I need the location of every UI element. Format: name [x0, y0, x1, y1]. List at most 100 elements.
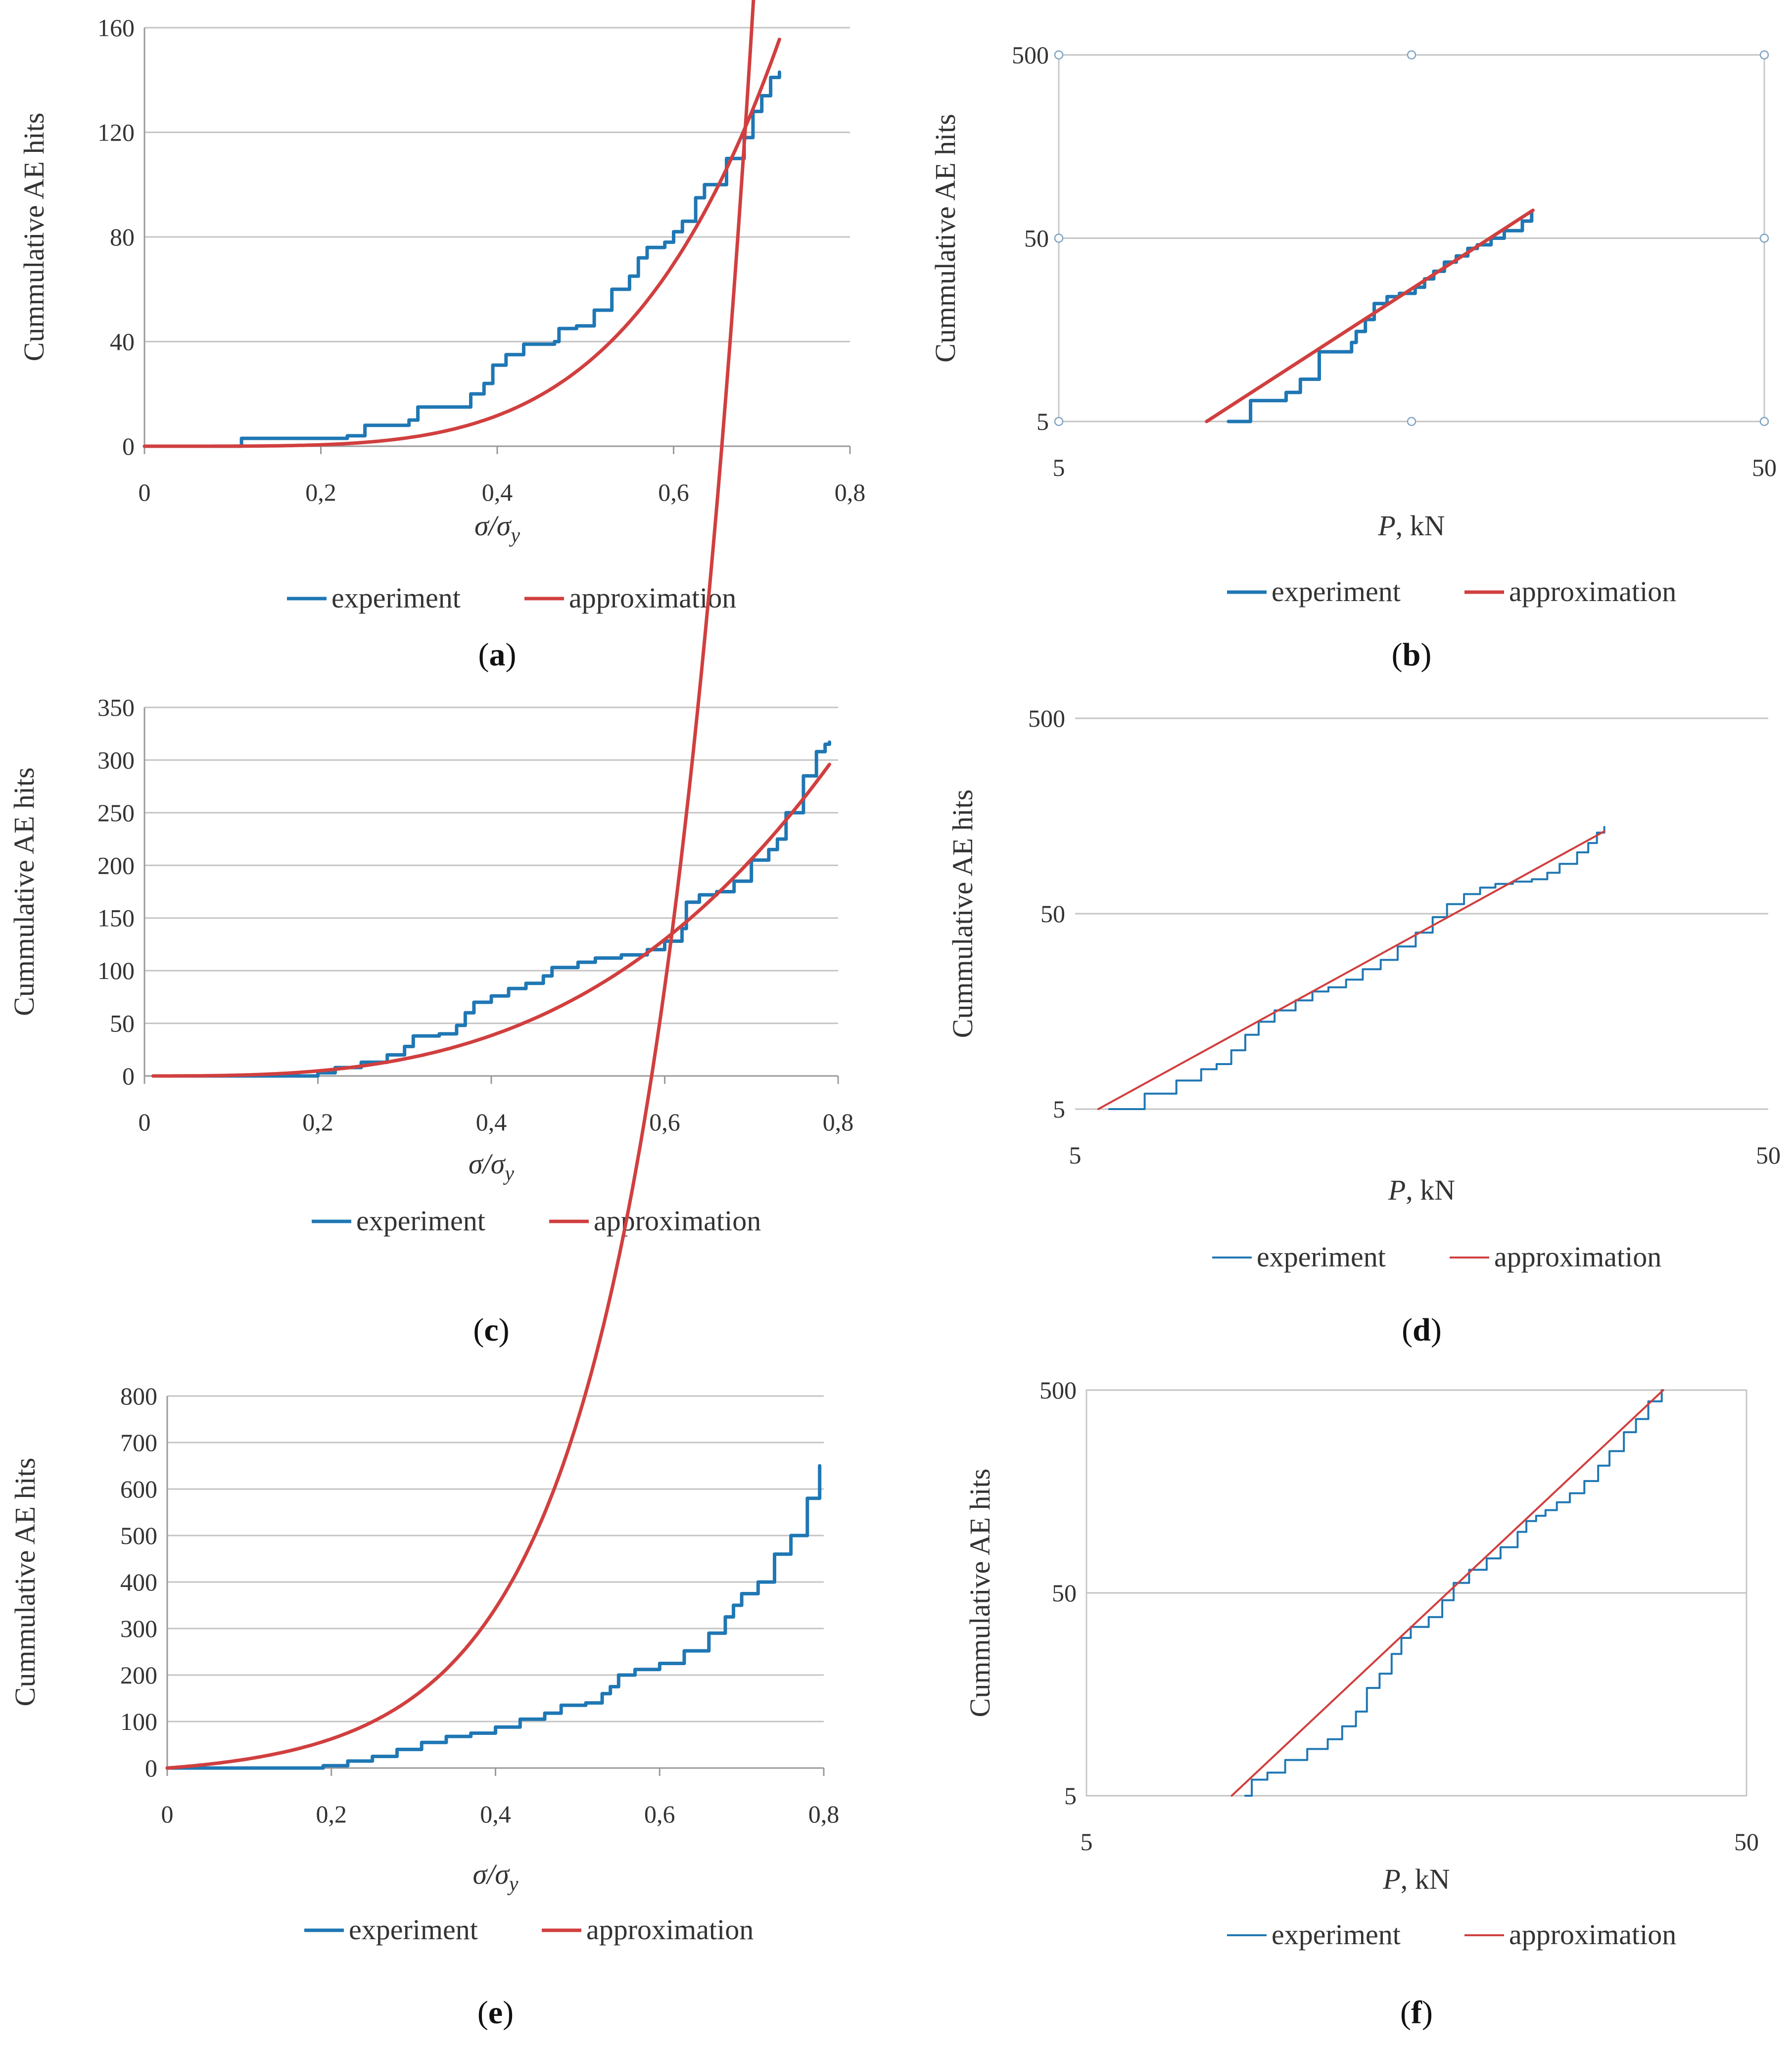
x-tick-label: 0,4: [480, 1800, 511, 1828]
panel-caption: (d): [1402, 1312, 1442, 1348]
frame-handle: [1759, 50, 1769, 60]
y-tick-label: 500: [1039, 1376, 1077, 1404]
y-tick-label: 150: [97, 904, 135, 932]
caption-paren-open: (: [1402, 1312, 1413, 1348]
y-tick-label: 200: [120, 1661, 157, 1689]
y-tick-label: 300: [120, 1615, 157, 1642]
x-tick-label: 0,8: [808, 1800, 840, 1828]
x-tick-label: 50: [1734, 1828, 1759, 1856]
frame-handle: [1054, 233, 1064, 243]
frame-handle: [1759, 233, 1769, 243]
y-axis-label: Cummulative AE hits: [964, 1469, 996, 1718]
x-tick-label: 0,4: [476, 1108, 507, 1136]
y-tick-label: 160: [97, 14, 135, 42]
legend-label-experiment: experiment: [1257, 1241, 1386, 1273]
x-axis-label: σ/σy: [474, 510, 520, 547]
y-tick-label: 600: [120, 1475, 157, 1503]
caption-letter: c: [484, 1312, 498, 1348]
y-tick-label: 200: [97, 851, 135, 879]
legend-label-approximation: approximation: [1509, 575, 1676, 607]
y-tick-label: 100: [120, 1708, 157, 1735]
caption-letter: e: [488, 1995, 503, 2031]
legend-label-approximation: approximation: [1509, 1918, 1676, 1951]
legend-label-approximation: approximation: [1494, 1241, 1661, 1273]
series-line-approximation: [1097, 830, 1605, 1110]
x-tick-label: 0: [139, 1108, 151, 1136]
y-axis-label: Cummulative AE hits: [8, 767, 40, 1016]
y-tick-label: 40: [110, 328, 135, 356]
series-line-approximation: [1205, 208, 1535, 423]
y-axis-label: Cummulative AE hits: [929, 114, 961, 363]
chart-d: 5 50 500 5 50 Cummulative AE hits P, kN experim…: [946, 704, 1781, 1348]
x-axis-label-main: P: [1388, 1174, 1406, 1206]
caption-letter: a: [489, 637, 506, 673]
caption-paren-close: ): [503, 1995, 514, 2031]
x-tick-label: 0,2: [316, 1800, 347, 1828]
x-axis-label-main: σ/σ: [469, 1148, 506, 1180]
x-axis-label-main: σ/σ: [474, 510, 512, 542]
x-axis-label-subscript: y: [503, 1163, 514, 1185]
y-tick-label: 400: [120, 1568, 157, 1596]
caption-paren-close: ): [1431, 1312, 1442, 1348]
caption-letter: d: [1413, 1312, 1431, 1348]
y-tick-label: 300: [97, 746, 135, 774]
x-axis-label-unit: , kN: [1401, 1863, 1450, 1895]
y-tick-label: 700: [120, 1429, 157, 1456]
x-axis-label: σ/σy: [469, 1148, 514, 1185]
x-tick-label: 0,4: [482, 478, 513, 506]
legend-label-experiment: experiment: [1272, 1918, 1401, 1951]
frame-handle: [1759, 417, 1769, 426]
panel-caption: (a): [478, 637, 517, 673]
x-tick-label: 0,2: [305, 478, 336, 506]
y-tick-label: 500: [1028, 704, 1065, 732]
y-tick-label: 50: [110, 1010, 135, 1037]
x-tick-label: 0,6: [658, 478, 689, 506]
x-tick-label: 0,6: [649, 1108, 680, 1136]
series-line-approximation: [1230, 1389, 1664, 1797]
y-tick-label: 0: [145, 1754, 157, 1782]
legend-label-experiment: experiment: [349, 1913, 478, 1946]
series-line-experiment: [1108, 826, 1605, 1110]
frame-handle: [1407, 50, 1416, 60]
y-tick-label: 250: [97, 799, 135, 827]
y-tick-label: 5: [1053, 1095, 1065, 1123]
series-line-experiment: [165, 1464, 822, 1770]
caption-letter: f: [1411, 1995, 1422, 2031]
x-tick-label: 50: [1756, 1141, 1781, 1169]
series-line-approximation: [142, 38, 781, 448]
x-tick-label: 50: [1752, 454, 1777, 481]
y-tick-label: 800: [120, 1382, 157, 1410]
chart-b: 5 50 500 5 50 Cummulative AE hits P, kN experim…: [929, 41, 1777, 673]
panel-caption: (f): [1400, 1995, 1433, 2031]
y-axis-label: Cummulative AE hits: [18, 113, 50, 362]
panel-caption: (c): [473, 1312, 509, 1348]
legend-label-approximation: approximation: [594, 1205, 761, 1237]
x-axis-label-subscript: y: [509, 524, 520, 547]
caption-paren-close: ): [1420, 637, 1431, 673]
x-axis-label-main: P: [1377, 510, 1395, 542]
chart-c: 0 50 100 150 200 250 300 350 0 0,2 0,4 0,6 0,8 Cummul…: [8, 694, 853, 1348]
y-tick-label: 50: [1024, 225, 1049, 252]
chart-a: 0 40 80 120 160 0 0,2 0,4 0,6 0,8 Cummulative AE h…: [18, 14, 865, 673]
series-line-experiment: [1244, 1389, 1663, 1797]
caption-paren-open: (: [1400, 1995, 1411, 2031]
x-axis-label: P, kN: [1382, 1863, 1450, 1895]
frame-handle: [1407, 417, 1416, 426]
y-tick-label: 500: [1012, 41, 1049, 69]
y-axis-label: Cummulative AE hits: [946, 790, 979, 1038]
series-line-approximation: [151, 762, 831, 1078]
x-tick-label: 0: [161, 1800, 174, 1828]
y-tick-label: 350: [97, 694, 135, 721]
x-tick-label: 5: [1081, 1828, 1093, 1856]
y-axis-label: Cummulative AE hits: [9, 1458, 41, 1707]
y-tick-label: 50: [1052, 1579, 1077, 1607]
legend-label-approximation: approximation: [586, 1913, 754, 1946]
y-tick-label: 100: [97, 957, 135, 984]
x-tick-label: 5: [1053, 454, 1065, 481]
y-tick-label: 50: [1040, 900, 1065, 928]
y-tick-label: 0: [122, 1062, 135, 1090]
caption-paren-open: (: [478, 637, 489, 673]
panel-caption: (e): [477, 1995, 514, 2031]
series-line-experiment: [151, 740, 831, 1078]
